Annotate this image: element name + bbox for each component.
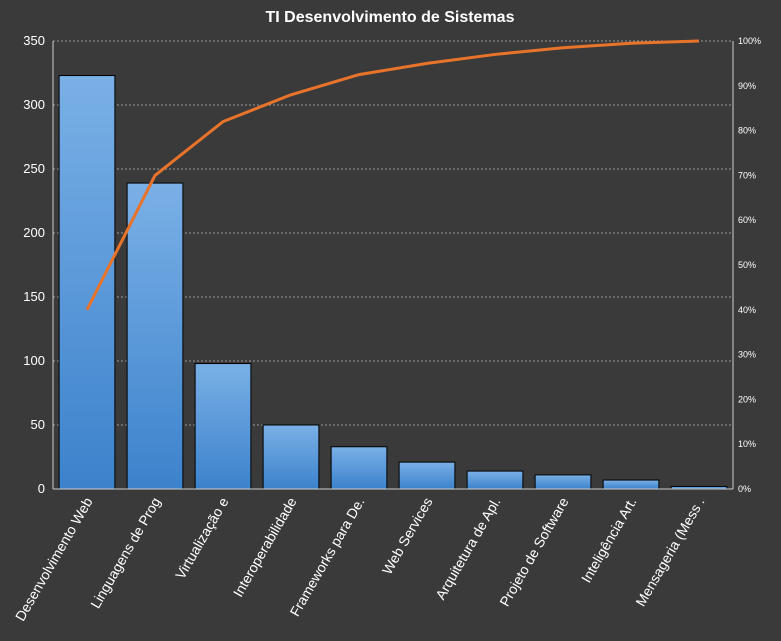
cumulative-line-path: [85, 39, 700, 311]
bar: [330, 446, 388, 490]
x-tick-label: Projeto de Software: [496, 494, 571, 609]
bar: [466, 470, 524, 490]
y2-tick-label: 20%: [738, 394, 756, 404]
y2-tick-label: 30%: [738, 350, 756, 360]
x-tick-label: Linguagens de Prog: [87, 495, 164, 612]
y2-tick-label: 80%: [738, 126, 756, 136]
y-tick-label: 300: [23, 97, 45, 112]
x-tick-label: Interoperabilidade: [230, 494, 300, 599]
secondary-y-axis: 0% 10% 20% 30% 40% 50% 60% 70% 80% 90% 100%: [732, 36, 761, 494]
bar: [398, 461, 456, 490]
y-tick-label: 350: [23, 33, 45, 48]
bars: [58, 75, 728, 490]
y2-tick-label: 10%: [738, 439, 756, 449]
y2-tick-label: 0%: [738, 484, 751, 494]
y2-tick-label: 90%: [738, 81, 756, 91]
y-tick-label: 0: [38, 481, 45, 496]
bar: [602, 479, 660, 490]
y-tick-label: 250: [23, 161, 45, 176]
x-tick-label: Web Services: [379, 495, 436, 578]
bar: [126, 182, 184, 490]
y2-tick-label: 60%: [738, 215, 756, 225]
chart-title: TI Desenvolvimento de Sistemas: [266, 9, 515, 26]
y2-tick-label: 70%: [738, 170, 756, 180]
bar: [58, 75, 116, 490]
x-tick-label: Virtualização e: [172, 494, 232, 581]
x-tick-label: Inteligência Art.: [578, 495, 640, 586]
cumulative-line: [85, 39, 700, 311]
y-tick-label: 200: [23, 225, 45, 240]
y2-tick-label: 100%: [738, 36, 761, 46]
bar: [262, 424, 320, 490]
y-tick-label: 50: [31, 417, 45, 432]
y-tick-label: 150: [23, 289, 45, 304]
x-tick-label: Frameworks para De.: [286, 495, 367, 620]
bar: [534, 474, 592, 490]
x-tick-label: Mensageria (Mess .: [632, 495, 707, 609]
x-tick-label: Arquitetura de Apl.: [432, 495, 503, 603]
bar: [194, 363, 252, 490]
y2-tick-label: 40%: [738, 305, 756, 315]
y-axis: 0 50 100 150 200 250 300 350: [23, 33, 54, 496]
x-tick-label: Desenvolvimento Web: [12, 494, 96, 623]
y2-tick-label: 50%: [738, 260, 756, 270]
y-tick-label: 100: [23, 353, 45, 368]
